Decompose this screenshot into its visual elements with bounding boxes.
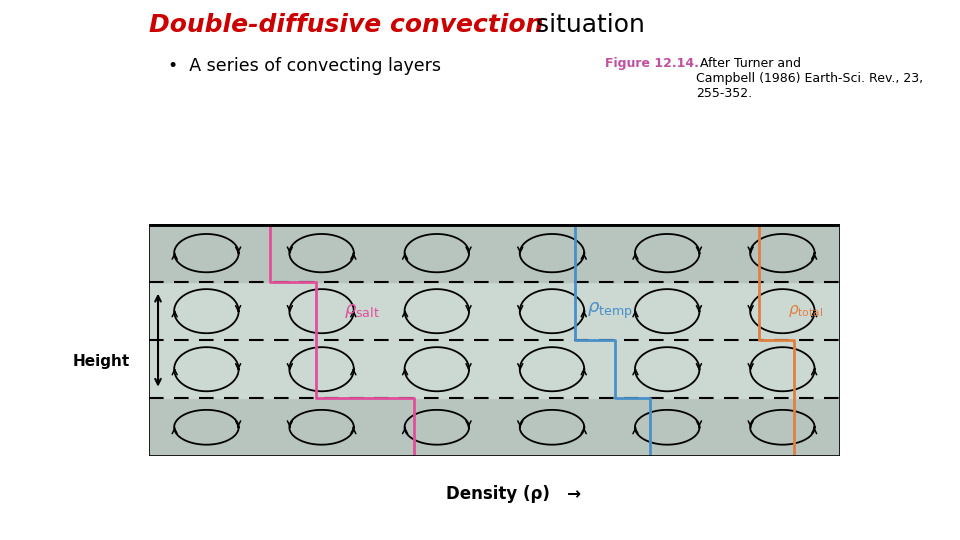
Text: Density (ρ)   →: Density (ρ) → (446, 485, 581, 503)
Bar (149, 282, 840, 340)
Text: $\rho_{\rm temp}$: $\rho_{\rm temp}$ (587, 301, 633, 321)
Text: Figure 12.14.: Figure 12.14. (605, 57, 699, 70)
Text: $\rho_{\rm total}$: $\rho_{\rm total}$ (788, 303, 823, 319)
Text: situation: situation (528, 14, 645, 37)
Text: Height: Height (72, 354, 130, 369)
Bar (149, 399, 840, 456)
Text: Double-diffusive convection: Double-diffusive convection (149, 14, 543, 37)
Text: After Turner and
Campbell (1986) Earth-Sci. Rev., 23,
255-352.: After Turner and Campbell (1986) Earth-S… (696, 57, 924, 100)
Bar (149, 340, 840, 399)
Text: •  A series of convecting layers: • A series of convecting layers (168, 57, 441, 75)
Text: $\rho_{\rm salt}$: $\rho_{\rm salt}$ (344, 302, 380, 320)
Bar (149, 224, 840, 282)
